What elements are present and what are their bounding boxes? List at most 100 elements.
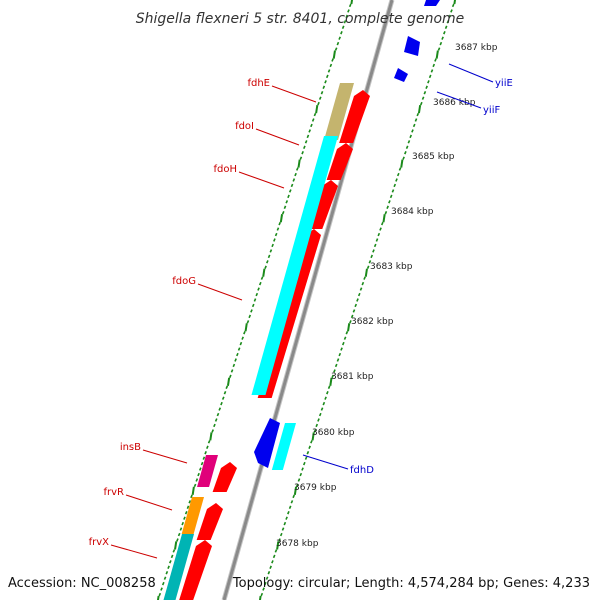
inner-tick-rail-tick [313,112,317,117]
gene-leader-fdoH [238,171,285,189]
outer-tick-rail-tick [265,576,269,580]
inner-tick-rail-tick [184,511,188,515]
gene-label-fdhD[interactable]: fdhD [350,465,374,476]
inner-tick-rail-tick [336,41,340,46]
inner-tick-rail-tick [211,429,215,433]
outer-tick-rail-tick [327,385,331,389]
gene-fdhD-band [271,423,296,470]
gene-label-insB[interactable]: insB [120,442,141,453]
outer-tick-rail-tick [293,486,298,496]
outer-tick-rail-tick [419,101,423,106]
outer-tick-rail-tick [372,249,375,253]
outer-tick-rail-tick [269,565,272,569]
scale-label-3686: 3686 kbp [433,98,476,108]
inner-tick-rail-tick [264,265,267,269]
outer-tick-rail-tick [274,549,278,553]
inner-tick-rail-tick [253,298,257,302]
gene-label-fdoH[interactable]: fdoH [213,164,237,175]
inner-tick-rail-tick [160,587,163,591]
inner-tick-rail-tick [273,238,276,242]
inner-tick-rail-tick [279,214,284,223]
outer-tick-rail-tick [324,396,327,400]
outer-tick-rail-tick [310,440,313,444]
inner-tick-rail-tick [347,9,350,13]
gene-label-fdhE[interactable]: fdhE [247,78,270,89]
scale-label-3687: 3687 kbp [455,43,498,53]
inner-tick-rail-tick [220,401,223,406]
inner-tick-rail-tick [271,243,274,248]
outer-tick-rail-tick [340,347,343,351]
inner-tick-rail-tick [255,292,259,297]
outer-tick-rail-tick [416,112,420,117]
inner-tick-rail-tick [228,374,232,379]
inner-tick-rail-tick [325,74,329,79]
gene-label-frvR[interactable]: frvR [104,487,125,498]
gene-label-yiiE[interactable]: yiiE [495,78,513,89]
gene-label-frvX[interactable]: frvX [89,537,110,548]
outer-tick-rail-tick [279,532,283,537]
inner-tick-rail-tick [177,532,181,537]
inner-tick-rail-tick [163,576,167,580]
gene-insB-band [197,455,218,487]
inner-tick-rail-tick [200,461,204,466]
cds-fdoI-arrow [326,143,353,180]
inner-tick-rail-tick [156,595,160,600]
inner-tick-rail-tick [292,178,296,182]
gene-label-yiiF[interactable]: yiiF [483,105,500,116]
outer-tick-rail-tick [301,467,304,471]
cds-frvR-arrow [196,503,223,540]
inner-tick-rail-tick [193,483,197,488]
outer-tick-rail-tick [320,407,324,411]
gene-labels: fdhE fdoI fdoH fdoG insB frvR frvX yiiE … [89,63,513,559]
cds-yiiF-arrow [394,68,408,82]
outer-tick-rail-tick [260,592,264,597]
inner-tick-rail-tick [350,0,354,5]
outer-tick-rail-tick [329,377,333,386]
outer-tick-rail-tick [354,303,358,308]
inner-tick-rail-tick [260,276,264,280]
outer-tick-rail-tick [409,134,413,139]
backbone-line [222,0,394,600]
outer-tick-rail-tick [432,63,436,68]
outer-tick-rail-tick [359,287,363,291]
inner-tick-rail-tick [329,63,333,68]
outer-tick-rail-tick [380,221,384,226]
inner-tick-rail-tick [348,3,352,8]
inner-tick-rail-tick [331,58,334,62]
outer-tick-rail-tick [441,36,444,40]
inner-tick-rail-tick [237,347,241,351]
inner-tick-rail-tick [232,363,236,368]
gene-leader-yiiE [448,63,494,83]
outer-tick-rail-tick [437,47,441,51]
inner-tick-rail-tick [324,80,327,84]
outer-tick-rail-tick [421,96,425,100]
outer-tick-rail-tick [450,9,453,13]
inner-tick-rail-tick [288,189,292,193]
gene-label-fdoI[interactable]: fdoI [235,121,254,132]
inner-tick-rail-tick [303,145,306,149]
outer-tick-rail-tick [347,323,351,332]
cds-insB-arrow [212,462,237,492]
outer-tick-rail-tick [304,456,308,460]
outer-tick-rail-tick [326,391,329,395]
inner-tick-rail-tick [295,167,299,171]
outer-tick-rail-tick [402,156,405,160]
scale-label-3679: 3679 kbp [294,483,337,493]
inner-tick-rail-tick [195,478,199,482]
gene-leader-frvX [110,544,158,559]
scale-labels: 3687 kbp 3686 kbp 3685 kbp 3684 kbp 3683… [276,43,498,549]
outer-tick-rail-tick [278,538,281,542]
outer-tick-rail-tick [331,374,335,379]
outer-tick-rail-tick [430,69,434,73]
gene-leader-fdoI [255,128,300,146]
inner-tick-rail-tick [239,341,243,346]
inner-tick-rail-tick [204,451,207,455]
inner-tick-rail-tick [341,25,345,29]
inner-tick-rail-tick [206,445,209,449]
inner-tick-rail-tick [301,151,304,155]
gene-label-fdoG[interactable]: fdoG [172,276,196,287]
inner-tick-rail-tick [315,104,319,114]
feature-track-layer [156,0,457,600]
inner-tick-rail-tick [170,554,174,559]
outer-tick-rail-tick [382,214,386,223]
